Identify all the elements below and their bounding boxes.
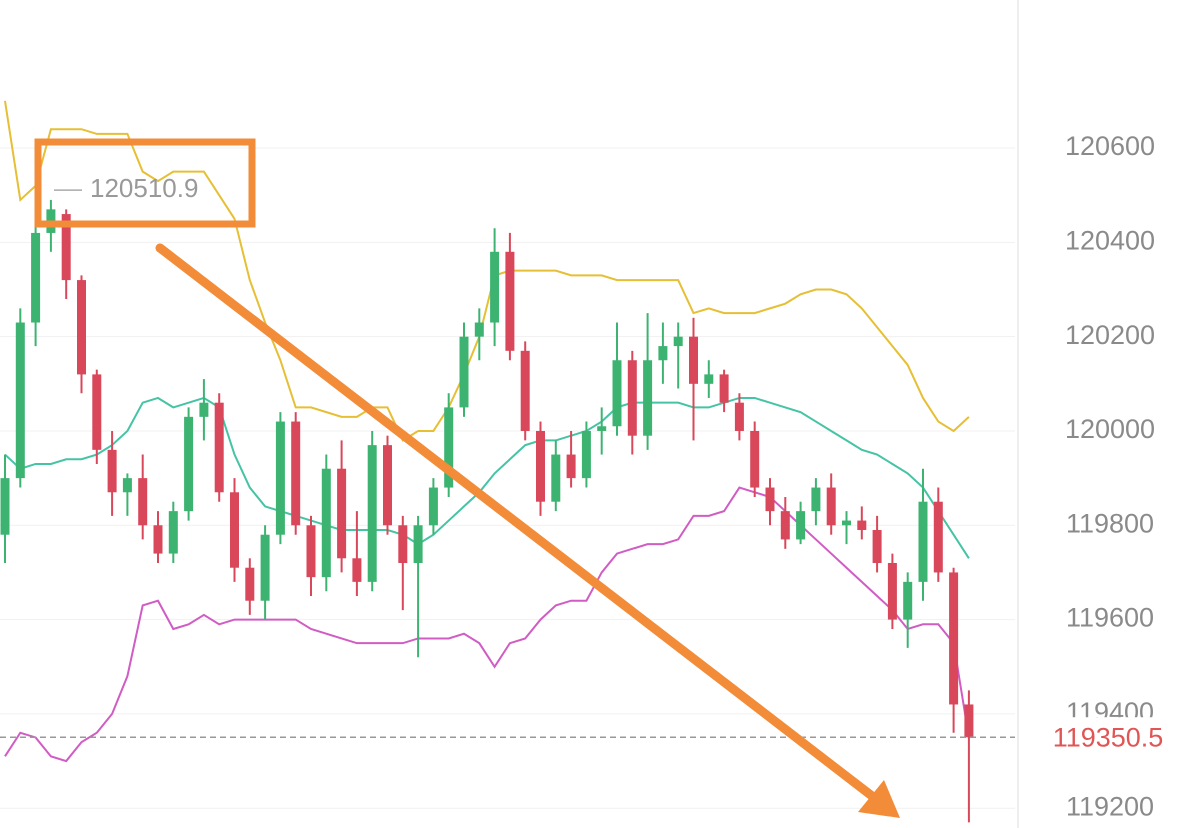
plot-area: 120510.9 bbox=[0, 100, 1015, 823]
trend-arrow bbox=[155, 243, 877, 801]
candle-body bbox=[857, 520, 867, 530]
candle-body bbox=[536, 430, 545, 502]
y-tick-label: 119800 bbox=[1066, 508, 1154, 538]
candle-body bbox=[933, 501, 943, 573]
candle-body bbox=[612, 360, 622, 427]
candle-body bbox=[398, 525, 408, 564]
candle-body bbox=[658, 346, 668, 361]
candle-body bbox=[719, 374, 729, 403]
y-tick-label: 120200 bbox=[1065, 320, 1155, 350]
candle-body bbox=[153, 525, 163, 554]
grid bbox=[0, 147, 1015, 809]
candle-body bbox=[337, 468, 347, 559]
candle-body bbox=[138, 478, 148, 526]
candle-body bbox=[474, 322, 484, 337]
candle-body bbox=[122, 478, 132, 493]
candle-body bbox=[214, 402, 224, 493]
candle-body bbox=[811, 487, 821, 512]
candle-body bbox=[444, 407, 454, 488]
candle-body bbox=[734, 402, 744, 431]
candle-body bbox=[780, 511, 790, 540]
candle-body bbox=[704, 374, 714, 384]
candle-body bbox=[505, 251, 515, 351]
y-tick-label: 119600 bbox=[1066, 603, 1154, 633]
candle-body bbox=[765, 487, 775, 512]
candle-body bbox=[291, 421, 301, 526]
candle-body bbox=[796, 511, 806, 540]
band-line bbox=[4, 100, 970, 442]
candle-body bbox=[306, 525, 316, 578]
candle-body bbox=[199, 402, 209, 417]
arrow-head bbox=[858, 780, 900, 818]
current-price-label: 119350.5 bbox=[1053, 722, 1164, 752]
candle-body bbox=[673, 336, 683, 347]
candle-body bbox=[551, 454, 561, 502]
candle-body bbox=[566, 454, 576, 479]
y-tick-label: 120400 bbox=[1065, 225, 1155, 255]
candle-body bbox=[520, 350, 530, 431]
candle-body bbox=[31, 232, 41, 323]
candle-body bbox=[413, 525, 423, 564]
y-tick-label: 120000 bbox=[1065, 414, 1155, 444]
candle-body bbox=[643, 360, 653, 436]
candle-body bbox=[184, 416, 194, 512]
candle-body bbox=[230, 492, 239, 568]
band-line bbox=[4, 396, 970, 559]
candle-body bbox=[92, 374, 102, 450]
highlight-box bbox=[34, 138, 256, 228]
candle-body bbox=[903, 581, 913, 620]
current-price-bg bbox=[1020, 717, 1199, 758]
candle-body bbox=[383, 445, 392, 526]
candle-body bbox=[260, 534, 270, 601]
candle-body bbox=[581, 430, 591, 479]
candle-body bbox=[107, 449, 117, 493]
candle-body bbox=[872, 529, 882, 564]
candle-body bbox=[918, 501, 928, 582]
candle-body bbox=[61, 214, 71, 281]
candle-body bbox=[15, 322, 25, 479]
candle-body bbox=[428, 487, 438, 526]
candle-body bbox=[842, 520, 851, 526]
candle-body bbox=[949, 572, 959, 705]
candle-body bbox=[689, 336, 698, 384]
high-marker-label: 120510.9 bbox=[90, 173, 198, 203]
y-tick-label: 119200 bbox=[1066, 791, 1154, 821]
candle-body bbox=[275, 421, 285, 535]
candle-body bbox=[321, 468, 331, 578]
candle-body bbox=[367, 445, 377, 582]
candle-body bbox=[750, 430, 760, 488]
candle-body bbox=[964, 704, 974, 738]
candle-body bbox=[77, 280, 86, 375]
candle-body bbox=[887, 563, 897, 620]
candle-body bbox=[168, 511, 178, 554]
candle-body bbox=[627, 360, 637, 436]
candle-body bbox=[490, 251, 500, 323]
candle-body bbox=[352, 558, 362, 582]
y-axis: 1192001194001196001198001200001202001204… bbox=[1020, 131, 1199, 821]
candle-body bbox=[459, 336, 469, 408]
candle-body bbox=[597, 426, 607, 431]
candle-body bbox=[245, 567, 255, 601]
candle-body bbox=[826, 487, 836, 526]
candle-body bbox=[0, 478, 10, 535]
band-line bbox=[4, 486, 970, 763]
y-tick-label: 120600 bbox=[1065, 131, 1155, 161]
